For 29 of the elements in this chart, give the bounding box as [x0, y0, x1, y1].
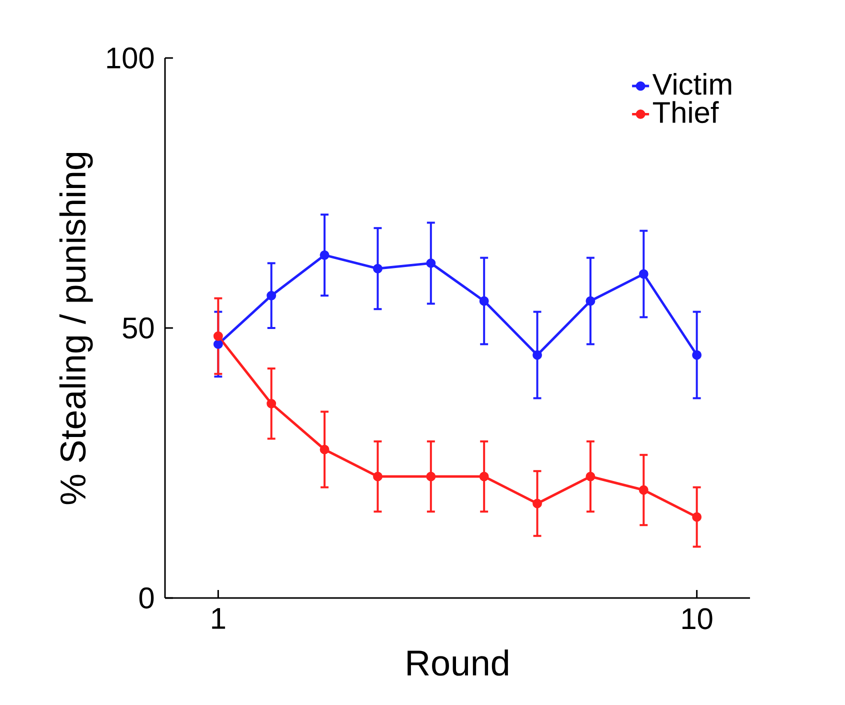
point [372, 264, 382, 274]
point [213, 339, 223, 349]
y-tick-label: 50 [122, 317, 154, 339]
point [586, 472, 596, 482]
y-axis-title: % Stealing / punishing [59, 152, 93, 504]
legend-label: Thief [652, 101, 719, 124]
x-axis-title: Round [408, 649, 508, 676]
point [479, 472, 489, 482]
legend-label: Victim [652, 72, 732, 95]
point [266, 398, 276, 408]
point [532, 350, 542, 360]
point [372, 472, 382, 482]
x-tick-label: 10 [682, 608, 712, 630]
point [479, 296, 489, 306]
point [692, 350, 702, 360]
point [320, 444, 330, 454]
point [586, 296, 596, 306]
point [266, 290, 276, 300]
point [638, 485, 648, 495]
point [426, 258, 436, 268]
x-tick-label: 1 [212, 608, 226, 629]
point [532, 498, 542, 508]
y-tick-label: 100 [107, 47, 154, 69]
point [638, 269, 648, 279]
point [692, 512, 702, 522]
point [213, 331, 223, 341]
point [426, 472, 436, 482]
point [320, 250, 330, 260]
y-tick-label: 0 [139, 587, 154, 609]
